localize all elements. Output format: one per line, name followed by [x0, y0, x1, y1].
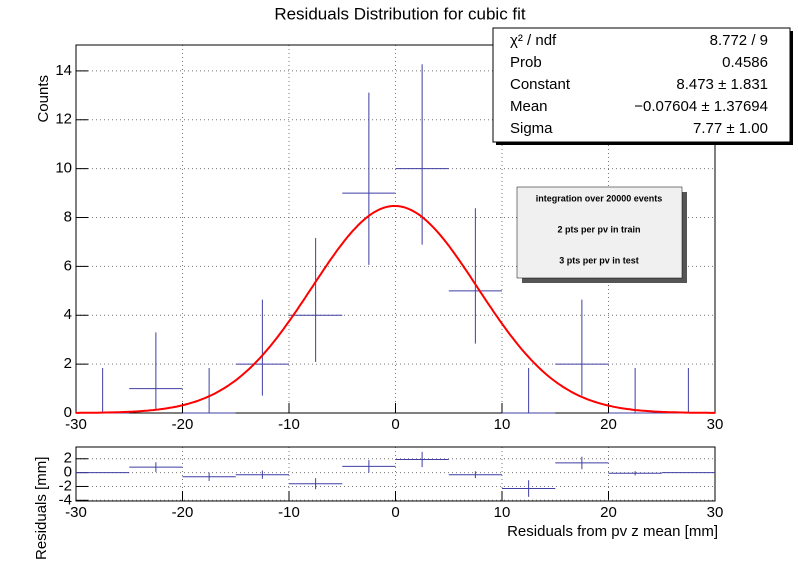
x-tick-label: 10 — [494, 504, 511, 521]
stats-label: χ² / ndf — [510, 32, 557, 49]
x-axis-title: Residuals from pv z mean [mm] — [507, 523, 718, 540]
y-tick-label: 0 — [64, 464, 72, 481]
plot-frame — [75, 44, 716, 414]
y-tick-label: 6 — [64, 257, 72, 274]
y-tick-label: 0 — [64, 404, 72, 421]
stats-box — [492, 27, 791, 143]
stats-value: 7.77 ± 1.00 — [693, 120, 768, 137]
x-tick-label: -20 — [172, 416, 194, 433]
x-tick-label: 30 — [707, 416, 724, 433]
x-tick-label: -20 — [172, 504, 194, 521]
stats-value: −0.07604 ± 1.37694 — [634, 98, 768, 115]
x-tick-label: -10 — [278, 416, 300, 433]
y-tick-label: 4 — [64, 306, 72, 323]
chart-title: Residuals Distribution for cubic fit — [274, 4, 526, 23]
y-tick-label: 2 — [64, 450, 72, 467]
stats-label: Prob — [510, 54, 542, 71]
stats-value: 0.4586 — [722, 54, 768, 71]
note-text: integration over 20000 events — [536, 193, 663, 203]
y-tick-label: 10 — [55, 160, 72, 177]
x-tick-label: 0 — [391, 504, 399, 521]
x-tick-label: -30 — [65, 504, 87, 521]
y-tick-label: 14 — [55, 62, 72, 79]
stats-value: 8.473 ± 1.831 — [676, 76, 768, 93]
stats-label: Sigma — [510, 120, 553, 137]
x-tick-label: -30 — [65, 416, 87, 433]
y-tick-label: -2 — [59, 477, 72, 494]
plot-frame — [75, 446, 716, 502]
y-axis-title: Counts — [35, 75, 52, 123]
y-axis-title: Residuals [mm] — [33, 457, 50, 560]
y-tick-label: 12 — [55, 111, 72, 128]
note-box — [516, 186, 683, 279]
y-tick-label: 8 — [64, 208, 72, 225]
y-tick-label: 2 — [64, 355, 72, 372]
x-tick-label: 10 — [494, 416, 511, 433]
fit-curve — [76, 205, 715, 414]
x-tick-label: -10 — [278, 504, 300, 521]
x-tick-label: 20 — [600, 416, 617, 433]
x-tick-label: 20 — [600, 504, 617, 521]
stats-label: Constant — [510, 76, 571, 93]
note-text: 3 pts per pv in test — [559, 255, 639, 265]
x-tick-label: 0 — [391, 416, 399, 433]
x-tick-label: 30 — [707, 504, 724, 521]
stats-label: Mean — [510, 98, 548, 115]
y-tick-label: -4 — [59, 491, 72, 508]
stats-value: 8.772 / 9 — [710, 32, 768, 49]
note-text: 2 pts per pv in train — [557, 224, 640, 234]
